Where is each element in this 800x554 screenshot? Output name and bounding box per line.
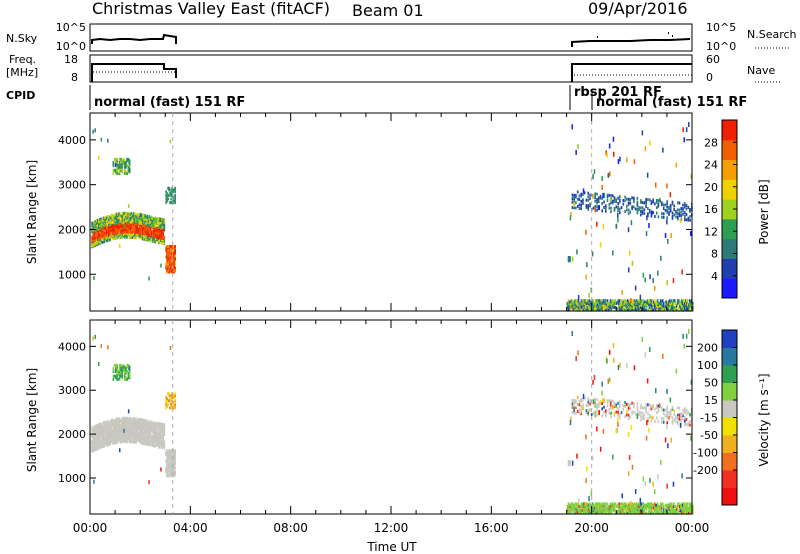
chart-title: Christmas Valley East (fitACF) [92,0,330,18]
freq-left-tick-top: 18 [64,53,78,66]
velocity-ylabel: Slant Range [km] [25,368,39,472]
nsky-label: N.Sky [6,32,38,45]
power-colorbar-tick: 16 [704,203,718,216]
cpid-entry-2: rbsp 201 RF [574,85,662,100]
beam-label: Beam 01 [352,1,424,20]
velocity-colorbar-tick: 100 [697,359,718,372]
velocity-colorbar-tick: 15 [704,394,718,407]
velocity-colorbar-segment [722,400,737,418]
cpid-label: CPID [6,89,35,102]
power-colorbar: 4 8 12 16 20 24 28 [704,119,738,299]
power-colorbar-tick: 12 [704,225,718,238]
velocity-colorbar: 200 100 50 15 -15 -50 -100 -200 [693,329,738,506]
nsky-trace-2 [571,38,691,47]
velocity-colorbar-segment [722,452,737,471]
power-colorbar-segment [722,258,737,279]
freq-right-tick-bottom: 0 [706,71,713,84]
time-axis-label: Time UT [366,540,417,554]
power-ylabel: Slant Range [km] [25,160,39,264]
power-colorbar-tick: 28 [704,136,718,149]
date-label: 09/Apr/2016 [588,0,688,18]
freq-right-tick-top: 60 [706,53,720,66]
x-tick-label: 04:00 [173,521,208,535]
nsky-left-tick-bottom: 10^0 [56,40,86,53]
velocity-colorbar-tick: -50 [700,429,718,442]
velocity-colorbar-segment [722,417,737,436]
velocity-colorbar-segment [722,470,737,488]
nsky-right-tick-top: 10^5 [706,21,736,34]
power-axes: 1000 2000 3000 4000 [58,112,693,312]
power-colorbar-segment [722,199,737,220]
y-tick-label: 4000 [58,134,86,147]
freq-label-2: [MHz] [6,66,38,79]
velocity-colorbar-segment [722,365,737,383]
power-colorbar-tick: 20 [704,181,718,194]
x-tick-label: 20:00 [574,521,609,535]
velocity-colorbar-segment [722,347,737,366]
velocity-colorbar-tick: -100 [693,447,718,460]
power-colorbar-label: Power [dB] [757,179,771,244]
velocity-axes: 1000 2000 3000 4000 [58,319,693,515]
power-colorbar-tick: 8 [711,248,718,261]
power-colorbar-segment [722,238,737,259]
velocity-colorbar-segment [722,435,737,453]
cpid-entry-1: normal (fast) 151 RF [94,95,245,110]
velocity-colorbar-segment [722,382,737,401]
time-axis: 00:00 04:00 08:00 12:00 16:00 20:00 00:00 [73,521,710,535]
freq-trace-2 [571,63,692,82]
power-colorbar-segment [722,139,737,161]
freq-label-1: Freq. [9,53,36,66]
freq-panel: Freq. [MHz] 18 8 60 0 Nave [6,53,780,84]
nsearch-label: N.Search [747,28,797,41]
power-colorbar-segment [722,179,737,200]
nsky-trace-1 [91,33,177,44]
power-scatter [91,122,694,312]
y-tick-label: 1000 [58,472,86,485]
y-tick-label: 4000 [58,340,86,353]
nsky-left-tick-top: 10^5 [56,21,86,34]
y-tick-label: 2000 [58,223,86,236]
x-tick-label: 00:00 [73,521,108,535]
power-panel: Slant Range [km] 1000 2000 3000 4000 [25,112,694,312]
power-colorbar-tick: 24 [704,159,718,172]
y-tick-label: 1000 [58,268,86,281]
freq-left-tick-bottom: 8 [71,71,78,84]
x-tick-label: 00:00 [675,521,710,535]
power-colorbar-segment [722,120,737,141]
velocity-panel: Slant Range [km] 1000 2000 3000 4000 [25,319,694,515]
velocity-scatter [91,328,694,515]
velocity-colorbar-tick: 50 [704,377,718,390]
y-tick-label: 2000 [58,428,86,441]
velocity-colorbar-segment [722,330,737,348]
nsky-right-tick-bottom: 10^0 [706,40,736,53]
nsky-panel: N.Sky 10^5 10^0 10^5 10^0 N.Search [6,21,797,53]
nsky-dots [597,32,673,38]
cpid-entry-3: normal (fast) 151 RF [596,95,747,110]
nave-label: Nave [747,64,775,77]
velocity-colorbar-tick: -15 [700,412,718,425]
x-tick-label: 16:00 [474,521,509,535]
velocity-colorbar-tick: 200 [697,342,718,355]
freq-trace-1 [91,63,177,82]
power-colorbar-segment [722,218,737,240]
cpid-panel: CPID normal (fast) 151 RF rbsp 201 RF no… [6,85,747,110]
power-colorbar-tick: 4 [711,270,718,283]
velocity-colorbar-segment [722,487,737,506]
x-tick-label: 12:00 [374,521,409,535]
power-colorbar-segment [722,159,737,180]
velocity-colorbar-label: Velocity [m s⁻¹] [757,373,771,466]
y-tick-label: 3000 [58,384,86,397]
power-colorbar-segment [722,278,737,299]
x-tick-label: 08:00 [273,521,308,535]
velocity-colorbar-tick: -200 [693,464,718,477]
y-tick-label: 3000 [58,179,86,192]
